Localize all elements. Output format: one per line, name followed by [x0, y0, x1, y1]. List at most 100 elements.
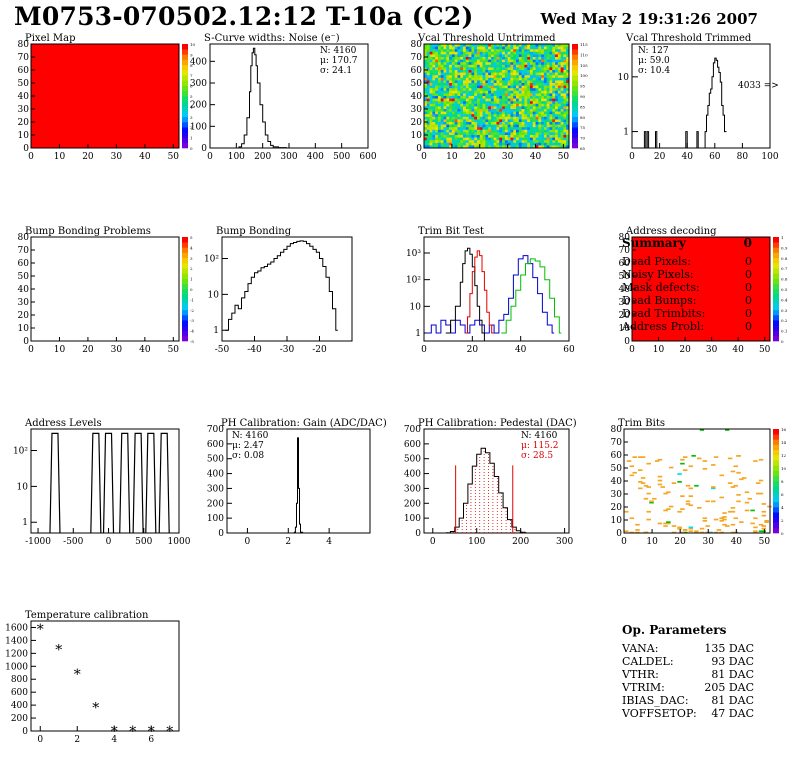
color-scale-step	[182, 289, 188, 295]
color-scale-step	[773, 527, 779, 534]
param-value: 93 DAC	[711, 655, 754, 668]
heatmap-cell	[513, 114, 517, 118]
heatmap-cell	[474, 62, 478, 66]
heatmap-cell	[546, 137, 550, 141]
y-tick-label: 10	[619, 324, 631, 334]
heatmap-cell	[507, 90, 511, 94]
heatmap-cell	[449, 77, 453, 81]
heatmap-cell	[513, 119, 517, 123]
heatmap-cell	[541, 51, 545, 55]
heatmap-cell	[546, 44, 550, 47]
heatmap-cell	[471, 77, 475, 81]
heatmap-cell	[493, 67, 497, 71]
heatmap-cell	[555, 119, 559, 123]
heatmap-cell	[518, 59, 522, 63]
heatmap-cell	[518, 140, 522, 144]
trim-cell	[680, 462, 685, 465]
heatmap-cell	[424, 44, 428, 47]
trim-cell	[761, 525, 767, 527]
summary-value: 0	[745, 307, 752, 320]
color-scale-label: 0	[781, 339, 784, 344]
heatmap-cell	[490, 88, 495, 92]
heatmap-cell	[468, 145, 472, 149]
heatmap-cell	[490, 101, 495, 105]
color-scale-step	[773, 496, 779, 503]
x-tick-label: 500	[135, 537, 152, 547]
trim-cell	[699, 429, 705, 431]
color-scale-step	[773, 247, 779, 253]
heatmap-cell	[557, 96, 561, 99]
heatmap-cell	[566, 140, 570, 144]
trim-cell	[705, 500, 710, 503]
heatmap-cell	[529, 44, 534, 47]
heatmap-cell	[529, 140, 534, 144]
heatmap-cell	[446, 59, 450, 63]
heatmap-cell	[518, 101, 522, 105]
heatmap-cell	[549, 85, 553, 89]
heatmap-cell	[521, 70, 525, 73]
color-scale-step	[773, 257, 779, 264]
histogram-series	[426, 255, 555, 334]
heatmap-cell	[499, 111, 503, 115]
heatmap-cell	[521, 90, 525, 94]
heatmap-cell	[516, 140, 520, 144]
heatmap-cell	[499, 90, 503, 94]
y-tick-label: 70	[18, 246, 30, 256]
heatmap-cell	[429, 85, 433, 89]
heatmap-cell	[552, 70, 556, 73]
heatmap-cell	[493, 77, 497, 81]
trim-cell	[697, 457, 702, 460]
param-label: VTRIM:	[622, 681, 665, 694]
heatmap-cell	[463, 132, 467, 136]
heatmap-cell	[474, 49, 478, 53]
heatmap-cell	[555, 137, 559, 141]
heatmap-cell	[443, 46, 447, 50]
color-scale-label: -3	[190, 318, 194, 323]
heatmap-cell	[507, 96, 511, 99]
heatmap-cell	[555, 103, 559, 107]
heatmap-cell	[524, 72, 528, 76]
heatmap-cell	[516, 135, 520, 138]
heatmap-cell	[493, 46, 497, 50]
heatmap-cell	[529, 88, 534, 92]
heatmap-cell	[555, 88, 559, 92]
heatmap-cell	[527, 57, 531, 60]
trim-cell	[638, 487, 643, 490]
heatmap-cell	[552, 93, 556, 97]
heatmap-cell	[468, 114, 472, 118]
heatmap-cell	[535, 111, 539, 115]
heatmap-cell	[454, 96, 458, 99]
heatmap-cell	[485, 145, 489, 149]
heatmap-cell	[507, 114, 511, 118]
heatmap-cell	[555, 98, 559, 102]
heatmap-cell	[424, 83, 428, 86]
trim-cell	[671, 525, 677, 527]
heatmap-cell	[440, 124, 444, 128]
y-tick-label: 50	[18, 272, 30, 282]
heatmap-cell	[502, 106, 506, 110]
heatmap-cell	[435, 129, 439, 133]
heatmap-cell	[493, 51, 497, 55]
heatmap-cell	[476, 75, 481, 79]
x-tick-label: 0	[28, 152, 34, 162]
y-tick-label: 60	[18, 259, 30, 269]
heatmap-cell	[424, 127, 428, 131]
heatmap-cell	[518, 135, 522, 138]
heatmap-cell	[516, 51, 520, 55]
heatmap-cell	[535, 116, 539, 120]
heatmap-cell	[449, 67, 453, 71]
heatmap-cell	[529, 122, 534, 125]
heatmap-cell	[465, 62, 469, 66]
heatmap-cell	[460, 77, 464, 81]
trim-cell	[646, 518, 651, 521]
heatmap-cell	[454, 127, 458, 131]
heatmap-cell	[440, 122, 444, 125]
heatmap-cell	[535, 88, 539, 92]
heatmap-cell	[496, 127, 500, 131]
heatmap-cell	[557, 49, 561, 53]
trim-cell	[733, 465, 738, 468]
heatmap-cell	[521, 114, 525, 118]
heatmap-cell	[432, 90, 436, 94]
heatmap-cell	[496, 83, 500, 86]
trim-cell	[753, 530, 758, 533]
